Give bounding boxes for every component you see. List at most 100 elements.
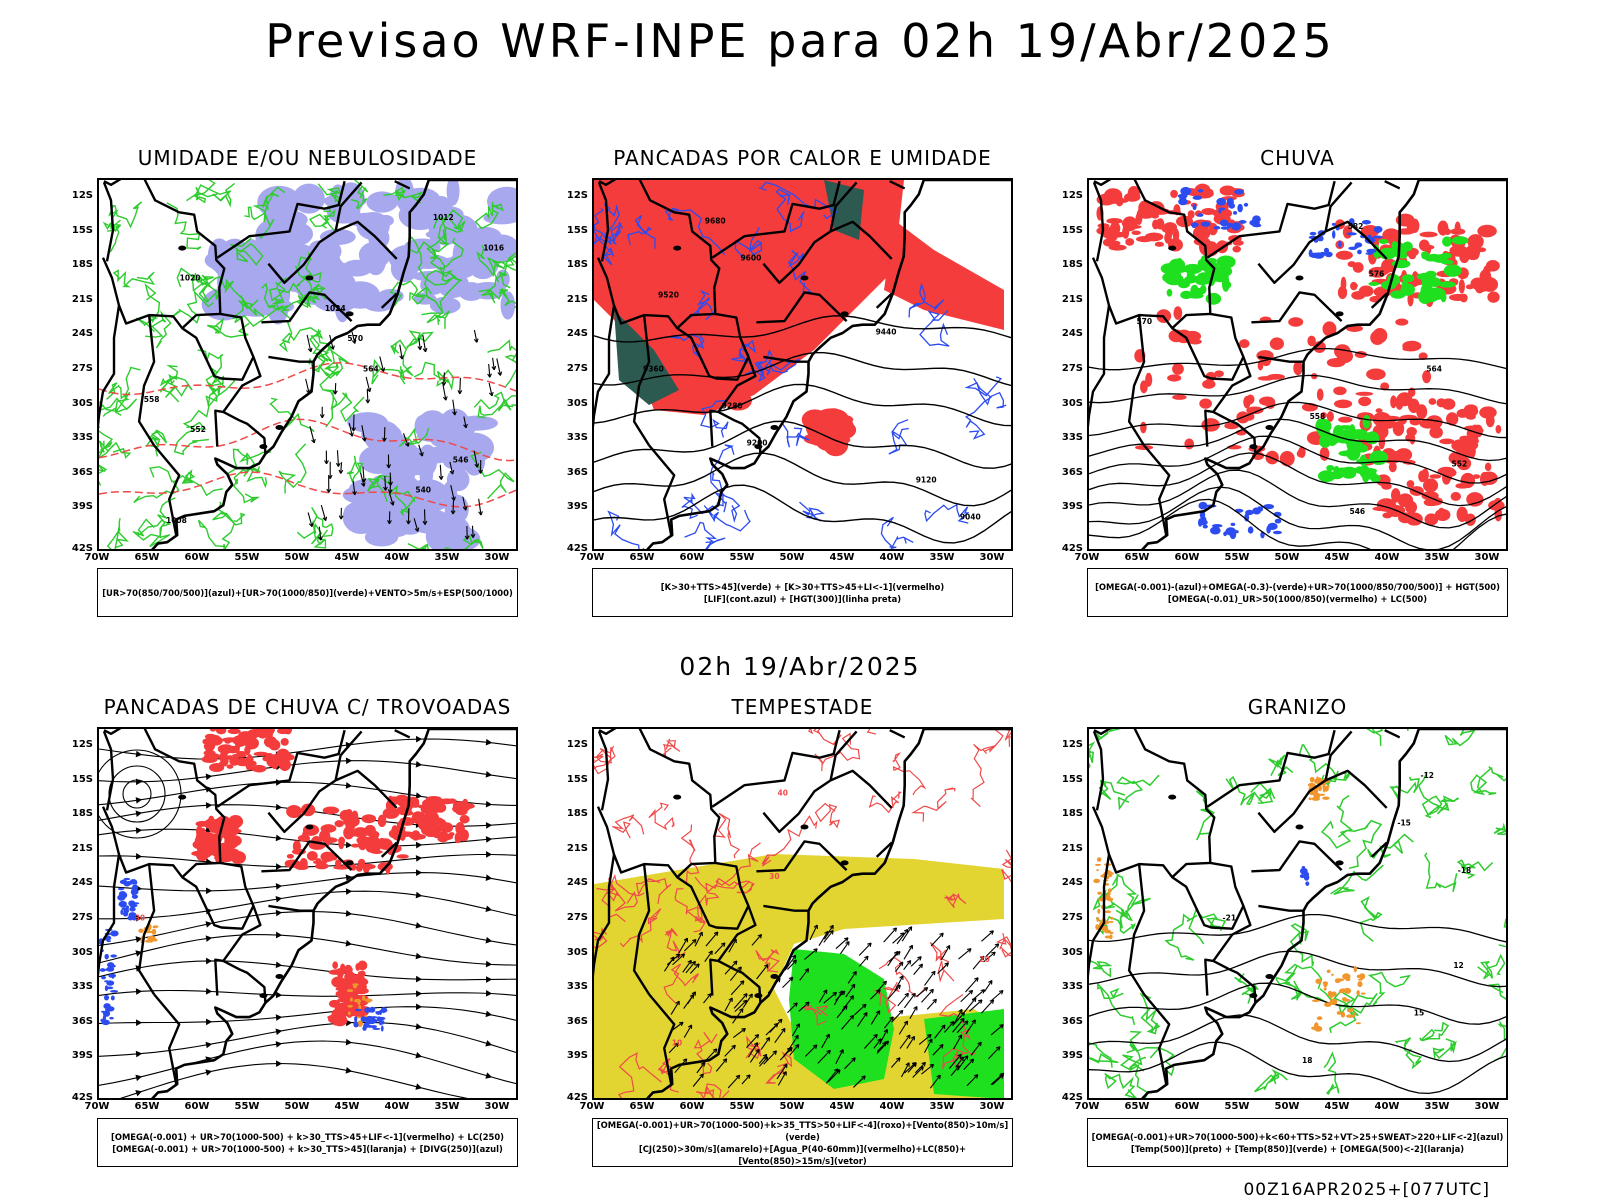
pancadas-calor-border <box>598 180 762 454</box>
granizo-border <box>1143 993 1171 1085</box>
tempestade-border <box>875 841 893 858</box>
umidade-contour-label: 546 <box>453 455 469 464</box>
chuva-border <box>1143 444 1171 536</box>
longitude-tick-label: 55W <box>1224 552 1250 563</box>
latitude-tick-label: 15S <box>1061 224 1083 236</box>
chuva-border <box>1171 312 1211 330</box>
tempestade-contour-label: 20 <box>979 955 989 964</box>
granizo-border <box>1325 769 1388 809</box>
panel-legend: [OMEGA(-0.001) + UR>70(1000-500) + k>30_… <box>97 1118 518 1167</box>
longitude-tick-label: 30W <box>484 1101 510 1112</box>
latitude-tick-label: 27S <box>1061 912 1083 923</box>
longitude-tick-label: 40W <box>384 552 410 563</box>
umidade-lake <box>305 275 314 281</box>
tempestade-lake <box>754 993 763 999</box>
latitude-tick-label: 39S <box>566 1050 588 1062</box>
trovoadas-border <box>268 904 314 912</box>
legend-line: [OMEGA(-0.001) + UR>70(1000-500) + k>30_… <box>112 1143 503 1154</box>
umidade-lake <box>275 424 284 430</box>
granizo-contour-label: 12 <box>1453 961 1463 970</box>
wind-vectors <box>305 329 503 541</box>
umidade-border <box>99 305 121 428</box>
latitude-tick-label: 42S <box>71 1092 93 1103</box>
pancadas-calor-contour-label: 9440 <box>876 328 897 337</box>
instability-dark-fill <box>824 180 864 240</box>
umidade-contour-label: 1016 <box>483 243 504 252</box>
latitude-tick-label: 30S <box>71 946 93 958</box>
chuva-contour-label: 570 <box>1136 317 1152 326</box>
temp500-contour <box>1089 913 1506 943</box>
panel-title: TEMPESTADE <box>731 695 874 719</box>
longitude-tick-label: 55W <box>1224 1101 1250 1112</box>
chuva-border <box>1324 181 1353 232</box>
instability-red-fill <box>654 363 857 457</box>
longitude-tick-label: 70W <box>84 1101 110 1112</box>
pancadas-calor-contour-label: 9280 <box>722 402 743 411</box>
longitude-tick-label: 45W <box>334 1101 360 1112</box>
pancadas-calor-contour-label: 9120 <box>916 476 937 485</box>
granizo-contour-label: -15 <box>1397 818 1411 827</box>
chuva-border <box>1258 355 1304 363</box>
latitude-tick-label: 33S <box>1061 432 1083 444</box>
wind-streamlines-250 <box>99 735 516 1098</box>
umidade-contour-label: 1024 <box>325 304 346 313</box>
chuva-contour-label: 564 <box>1426 365 1442 374</box>
legend-line: [K>30+TTS>45](verde) + [K>30+TTS>45+LI<-… <box>660 581 945 592</box>
trovoadas-lake <box>345 860 354 866</box>
latitude-tick-label: 24S <box>1061 328 1083 340</box>
instability-red-fill <box>594 180 904 415</box>
longitude-tick-label: 65W <box>629 1101 655 1112</box>
forecast-time-label: 02h 19/Abr/2025 <box>679 652 921 681</box>
pancadas-calor-border <box>711 180 841 259</box>
latitude-tick-label: 24S <box>71 877 93 889</box>
chuva-lake <box>1168 245 1177 251</box>
longitude-tick-label: 35W <box>1424 1101 1450 1112</box>
longitude-tick-label: 65W <box>134 1101 160 1112</box>
tempestade-border <box>830 769 893 809</box>
panel-title: CHUVA <box>1260 146 1335 170</box>
chuva-border <box>1092 181 1105 262</box>
umidade-contour-label: 552 <box>190 425 206 434</box>
longitude-tick-label: 35W <box>1424 552 1450 563</box>
latitude-tick-label: 18S <box>566 259 588 271</box>
longitude-tick-label: 60W <box>184 1101 210 1112</box>
trovoadas-lake <box>305 824 314 830</box>
granizo-border <box>1251 840 1343 873</box>
latitude-tick-label: 12S <box>566 190 588 201</box>
latitude-tick-label: 30S <box>1061 946 1083 958</box>
chuva-border <box>1091 257 1245 381</box>
trovoadas-border <box>153 993 181 1085</box>
granizo-lake <box>1335 860 1344 866</box>
trovoadas-border <box>103 729 267 1003</box>
umidade-contour-label: 540 <box>415 486 431 495</box>
granizo-contour-label: -12 <box>1420 771 1434 780</box>
longitude-tick-label: 45W <box>1324 1101 1350 1112</box>
longitude-tick-label: 65W <box>629 552 655 563</box>
latitude-tick-label: 39S <box>1061 501 1083 513</box>
precipitable-water-red-contours <box>594 729 1011 1098</box>
pancadas-calor-contour-label: 9040 <box>960 513 981 522</box>
chuva-contour-label: 558 <box>1310 412 1326 421</box>
trovoadas-lake <box>275 973 284 979</box>
tempestade-lake <box>800 824 809 830</box>
tempestade-coastline <box>646 729 1011 1098</box>
latitude-tick-label: 33S <box>566 981 588 993</box>
legend-line: [UR>70(850/700/500)](azul)+[UR>70(1000/8… <box>102 587 513 598</box>
latitude-tick-label: 18S <box>71 808 93 820</box>
latitude-tick-label: 36S <box>71 1015 93 1027</box>
longitude-tick-label: 30W <box>979 552 1005 563</box>
latitude-tick-label: 18S <box>1061 259 1083 271</box>
latitude-tick-label: 42S <box>1061 543 1083 554</box>
chuva-border <box>1206 180 1336 259</box>
legend-line: [CJ(250)>30m/s](amarelo)+[Agua_P(40-60mm… <box>638 1143 967 1166</box>
granizo-contour-label: -21 <box>1223 914 1237 923</box>
hgt500-contour <box>1089 418 1506 462</box>
latitude-tick-label: 27S <box>566 363 588 374</box>
longitude-tick-label: 55W <box>234 552 260 563</box>
latitude-tick-label: 30S <box>1061 397 1083 409</box>
pancadas-calor-coastline <box>646 180 1011 549</box>
trovoadas-lake <box>259 993 268 999</box>
latitude-tick-label: 39S <box>1061 1050 1083 1062</box>
latitude-tick-label: 24S <box>71 328 93 340</box>
pancadas-calor-lake <box>840 311 849 317</box>
